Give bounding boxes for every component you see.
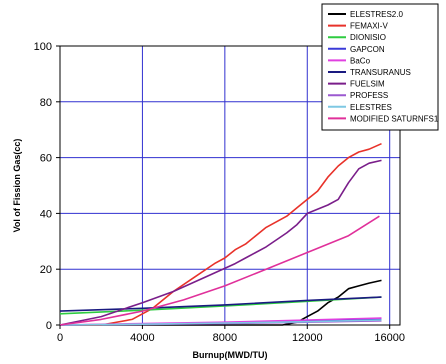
legend-label: BaCo (350, 56, 371, 65)
x-tick-label: 12000 (292, 332, 323, 344)
x-tick-label: 16000 (374, 332, 405, 344)
y-tick-label: 100 (34, 41, 52, 53)
legend-label: TRANSURANUS (350, 68, 411, 77)
x-tick-label: 0 (57, 332, 63, 344)
legend: ELESTRES2.0 FEMAXI-V DIONISIO GAPCON BaCo TRA… (321, 3, 439, 131)
legend-label: FUELSIM (350, 80, 385, 89)
legend-label: FEMAXI-V (350, 22, 388, 31)
y-tick-label: 0 (46, 320, 52, 332)
legend-label: DIONISIO (350, 33, 386, 42)
y-axis-ticks: 0 20 40 60 80 100 (34, 41, 60, 332)
series-layer (59, 142, 382, 326)
legend-label: ELESTRES2.0 (350, 10, 403, 19)
legend-items: ELESTRES2.0 FEMAXI-V DIONISIO GAPCON BaCo TRA… (328, 10, 439, 123)
x-tick-label: 8000 (213, 332, 237, 344)
y-axis-label: Vol of Fission Gas(cc) (12, 139, 22, 233)
legend-label: GAPCON (350, 45, 385, 54)
y-tick-label: 40 (40, 208, 52, 220)
y-tick-label: 60 (40, 153, 52, 165)
series-line-1 (60, 142, 382, 326)
series-line-5 (59, 296, 382, 312)
legend-label: MODIFIED SATURNFS1 (350, 114, 439, 123)
x-axis-ticks: 0 4000 8000 12000 16000 (57, 325, 405, 344)
legend-label: PROFESS (350, 91, 388, 100)
x-tick-label: 4000 (130, 332, 154, 344)
series-line-6 (59, 159, 382, 326)
series-line-8 (59, 319, 382, 326)
x-axis-label: Burnup(MWD/TU) (193, 350, 268, 360)
legend-label: ELESTRES (350, 103, 392, 112)
y-tick-label: 20 (40, 264, 52, 276)
y-tick-label: 80 (40, 97, 52, 109)
series-line-9 (59, 215, 380, 326)
